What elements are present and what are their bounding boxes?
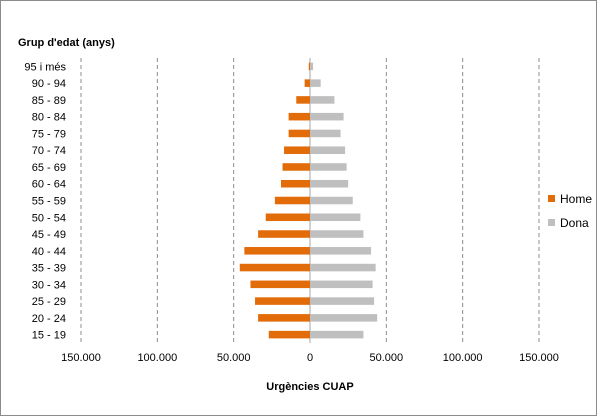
x-tick-label: 50.000	[370, 352, 404, 364]
bar-home	[255, 297, 310, 305]
category-label: 85 - 89	[32, 95, 66, 107]
bar-dona	[310, 196, 353, 205]
bar-dona	[310, 129, 341, 138]
bar-home	[284, 146, 310, 154]
category-label: 25 - 29	[32, 296, 66, 308]
bar-home	[258, 230, 310, 238]
bar-dona	[310, 179, 349, 188]
category-label: 40 - 44	[32, 246, 66, 258]
bar-dona	[310, 280, 373, 289]
category-label: 35 - 39	[32, 263, 66, 275]
bar-dona	[310, 146, 346, 154]
bar-home	[288, 112, 310, 121]
category-labels: 95 i més 90 - 94 85 - 89 80 - 84 75 - 79 70 -…	[24, 61, 66, 341]
bar-home	[265, 213, 310, 222]
legend-label-home: Home	[560, 192, 592, 206]
category-label: 20 - 24	[32, 313, 66, 325]
x-tick-label: 150.000	[61, 352, 101, 364]
x-tick-label: 100.000	[137, 352, 177, 364]
x-tick-labels: 150.000 100.000 50.000 0 50.000 100.000 150.00…	[61, 352, 559, 364]
bar-dona	[310, 314, 378, 322]
bar-dona	[310, 263, 376, 272]
category-label: 65 - 69	[32, 162, 66, 174]
legend: Home Dona	[548, 192, 592, 230]
category-label: 15 - 19	[32, 330, 66, 342]
bar-home	[268, 330, 310, 339]
category-label: 75 - 79	[32, 128, 66, 140]
category-label: 95 i més	[24, 61, 66, 73]
bar-dona	[310, 297, 375, 305]
bar-dona	[310, 230, 364, 238]
x-axis-title: Urgències CUAP	[266, 381, 353, 393]
bar-home	[288, 129, 310, 138]
bar-home	[308, 62, 310, 71]
category-label: 50 - 54	[32, 212, 66, 224]
legend-swatch-dona	[548, 219, 555, 226]
bar-dona	[310, 62, 314, 71]
bar-dona	[310, 213, 361, 222]
bar-home	[250, 280, 310, 289]
legend-label-dona: Dona	[560, 216, 589, 230]
category-label: 70 - 74	[32, 145, 66, 157]
bars	[239, 62, 378, 339]
legend-swatch-home	[548, 195, 555, 202]
bar-dona	[310, 79, 321, 87]
x-tick-label: 100.000	[443, 352, 483, 364]
category-label: 80 - 84	[32, 112, 66, 124]
x-tick-label: 150.000	[519, 352, 559, 364]
x-tick-label: 50.000	[217, 352, 251, 364]
category-label: 60 - 64	[32, 179, 66, 191]
bar-home	[239, 263, 310, 272]
bar-dona	[310, 163, 347, 171]
bar-home	[282, 163, 310, 171]
x-tick-label: 0	[307, 352, 313, 364]
bar-home	[244, 247, 310, 255]
bar-home	[296, 96, 310, 104]
bar-dona	[310, 330, 364, 339]
category-label: 45 - 49	[32, 229, 66, 241]
bar-home	[280, 179, 310, 188]
bar-home	[274, 196, 310, 205]
category-label: 90 - 94	[32, 78, 66, 90]
bar-dona	[310, 96, 335, 104]
bar-dona	[310, 247, 372, 255]
bar-dona	[310, 112, 344, 121]
y-axis-title: Grup d'edat (anys)	[18, 37, 115, 49]
category-label: 55 - 59	[32, 196, 66, 208]
bar-home	[304, 79, 310, 87]
bar-home	[258, 314, 310, 322]
category-label: 30 - 34	[32, 279, 66, 291]
